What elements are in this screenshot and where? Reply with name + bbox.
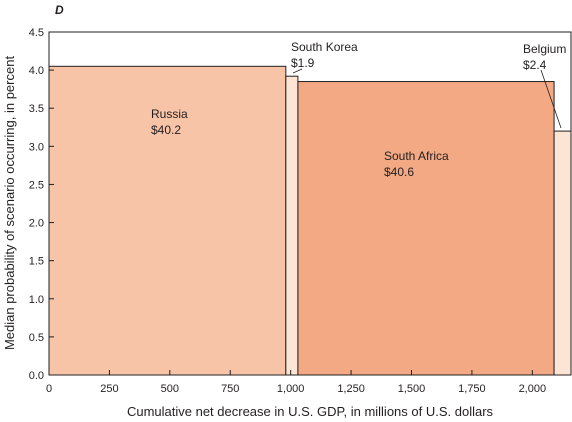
x-tick-label: 2,000	[519, 383, 547, 395]
x-tick-label: 1,500	[398, 383, 426, 395]
bar-label-russia: Russia	[151, 107, 188, 121]
bar-labels-group: Russia $40.2 South Korea $1.9 South Africa $4…	[151, 40, 566, 179]
x-tick-label: 1,750	[458, 383, 486, 395]
bars-group	[48, 65, 572, 376]
y-tick-label: 4.5	[29, 27, 44, 39]
x-tick-label: 0	[46, 383, 52, 395]
y-tick-label: 1.0	[29, 294, 44, 306]
x-tick-label: 250	[100, 383, 118, 395]
bar-south-africa	[297, 81, 555, 376]
bar-value-russia: $40.2	[151, 123, 181, 137]
bar-value-south-africa: $40.6	[384, 165, 414, 179]
y-tick-label: 0.0	[29, 370, 44, 382]
bar-russia	[48, 65, 287, 376]
x-tick-label: 1,250	[337, 383, 365, 395]
bar-label-south-africa: South Africa	[384, 149, 449, 163]
bar-label-belgium: Belgium	[523, 42, 566, 56]
y-tick-label: 4.0	[29, 65, 44, 77]
panel-label: D	[55, 3, 64, 17]
y-tick-label: 2.5	[29, 179, 44, 191]
x-tick-label: 750	[221, 383, 239, 395]
x-tick-label: 1,000	[277, 383, 305, 395]
y-tick-label: 3.5	[29, 103, 44, 115]
x-tick-label: 500	[161, 383, 179, 395]
x-axis-ticks: 0 250 500 750 1,000 1,250 1,500 1,750 2,000	[46, 370, 546, 395]
bar-label-south-korea: South Korea	[291, 40, 358, 54]
y-tick-label: 1.5	[29, 256, 44, 268]
leader-line-belgium	[540, 69, 562, 129]
leader-line-south-korea	[292, 68, 303, 74]
y-axis-ticks: 0.0 0.5 1.0 1.5 2.0 2.5 3.0 3.5 4.0 4.5	[29, 27, 54, 382]
bar-south-korea	[285, 75, 299, 376]
y-tick-label: 3.0	[29, 141, 44, 153]
bar-belgium	[553, 130, 572, 376]
x-axis-title: Cumulative net decrease in U.S. GDP, in …	[127, 404, 494, 419]
y-tick-label: 2.0	[29, 218, 44, 230]
bar-value-south-korea: $1.9	[291, 56, 315, 70]
y-tick-label: 0.5	[29, 332, 44, 344]
bar-value-belgium: $2.4	[523, 58, 547, 72]
y-axis-title: Median probability of scenario occurring…	[2, 56, 17, 350]
